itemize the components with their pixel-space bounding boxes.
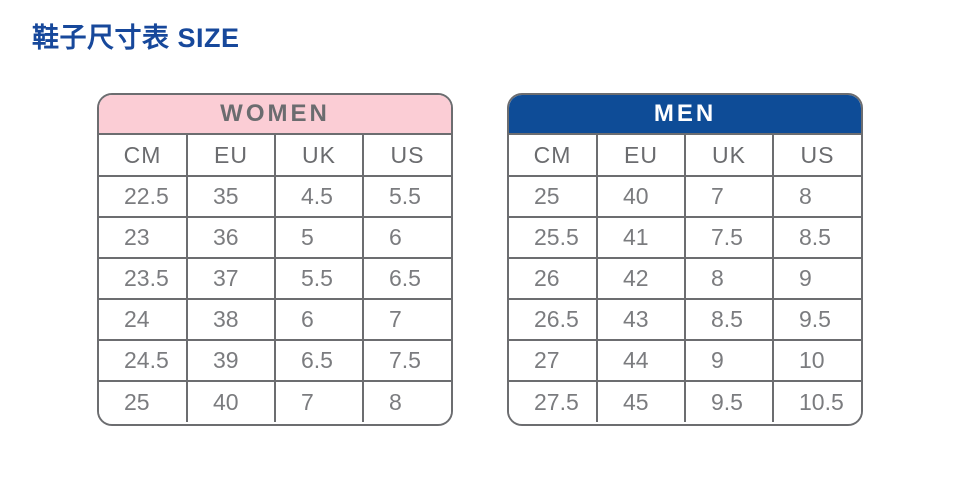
size-cell: 22.5 bbox=[99, 176, 188, 218]
size-cell: 26 bbox=[509, 258, 598, 300]
women-table-header-band: WOMEN bbox=[99, 95, 451, 135]
size-cell: 39 bbox=[187, 340, 276, 382]
table-row: 26.5 43 8.5 9.5 bbox=[509, 299, 861, 341]
men-size-table: MEN CM EU UK US 25 40 7 8 25.5 bbox=[507, 93, 863, 426]
size-cell: 25 bbox=[99, 381, 188, 422]
size-cell: 5 bbox=[275, 217, 364, 259]
table-row: 25 40 7 8 bbox=[509, 176, 861, 218]
men-column-header-row: CM EU UK US bbox=[509, 135, 861, 177]
size-cell: 38 bbox=[187, 299, 276, 341]
size-cell: 9.5 bbox=[773, 299, 861, 341]
size-cell: 42 bbox=[597, 258, 686, 300]
size-cell: 24.5 bbox=[99, 340, 188, 382]
size-cell: 7.5 bbox=[685, 217, 774, 259]
women-column-header-row: CM EU UK US bbox=[99, 135, 451, 177]
men-table-title: MEN bbox=[653, 100, 717, 127]
size-cell: 9.5 bbox=[685, 381, 774, 422]
table-row: 24 38 6 7 bbox=[99, 299, 451, 341]
size-cell: 36 bbox=[187, 217, 276, 259]
table-row: 24.5 39 6.5 7.5 bbox=[99, 340, 451, 382]
table-row: 23 36 5 6 bbox=[99, 217, 451, 259]
size-cell: 8 bbox=[773, 176, 861, 218]
women-table-title: WOMEN bbox=[220, 100, 330, 127]
size-cell: 10.5 bbox=[773, 381, 861, 422]
size-cell: 7 bbox=[363, 299, 451, 341]
size-cell: 5.5 bbox=[363, 176, 451, 218]
size-cell: 7 bbox=[685, 176, 774, 218]
size-cell: 6.5 bbox=[275, 340, 364, 382]
size-cell: 27 bbox=[509, 340, 598, 382]
size-cell: 44 bbox=[597, 340, 686, 382]
women-col-header-us: US bbox=[363, 135, 451, 177]
women-size-table: WOMEN CM EU UK US 22.5 35 4.5 5.5 bbox=[97, 93, 453, 426]
size-cell: 6.5 bbox=[363, 258, 451, 300]
women-col-header-uk: UK bbox=[275, 135, 364, 177]
size-cell: 35 bbox=[187, 176, 276, 218]
women-table: CM EU UK US 22.5 35 4.5 5.5 23 36 5 6 bbox=[99, 135, 451, 422]
men-table: CM EU UK US 25 40 7 8 25.5 41 7.5 8.5 bbox=[509, 135, 861, 422]
size-cell: 8 bbox=[363, 381, 451, 422]
size-cell: 25 bbox=[509, 176, 598, 218]
size-cell: 27.5 bbox=[509, 381, 598, 422]
size-cell: 41 bbox=[597, 217, 686, 259]
table-row: 27.5 45 9.5 10.5 bbox=[509, 381, 861, 422]
size-cell: 37 bbox=[187, 258, 276, 300]
size-cell: 45 bbox=[597, 381, 686, 422]
men-col-header-uk: UK bbox=[685, 135, 774, 177]
size-cell: 10 bbox=[773, 340, 861, 382]
page-title: 鞋子尺寸表 SIZE bbox=[32, 23, 240, 53]
size-cell: 43 bbox=[597, 299, 686, 341]
size-cell: 6 bbox=[275, 299, 364, 341]
men-col-header-eu: EU bbox=[597, 135, 686, 177]
women-col-header-cm: CM bbox=[99, 135, 188, 177]
size-cell: 23.5 bbox=[99, 258, 188, 300]
table-row: 23.5 37 5.5 6.5 bbox=[99, 258, 451, 300]
table-row: 25 40 7 8 bbox=[99, 381, 451, 422]
table-row: 26 42 8 9 bbox=[509, 258, 861, 300]
size-cell: 6 bbox=[363, 217, 451, 259]
size-cell: 9 bbox=[773, 258, 861, 300]
size-cell: 7.5 bbox=[363, 340, 451, 382]
table-row: 27 44 9 10 bbox=[509, 340, 861, 382]
size-cell: 24 bbox=[99, 299, 188, 341]
table-row: 22.5 35 4.5 5.5 bbox=[99, 176, 451, 218]
women-col-header-eu: EU bbox=[187, 135, 276, 177]
size-cell: 40 bbox=[597, 176, 686, 218]
size-cell: 7 bbox=[275, 381, 364, 422]
size-cell: 25.5 bbox=[509, 217, 598, 259]
size-cell: 5.5 bbox=[275, 258, 364, 300]
size-cell: 9 bbox=[685, 340, 774, 382]
men-col-header-us: US bbox=[773, 135, 861, 177]
size-cell: 8.5 bbox=[685, 299, 774, 341]
size-cell: 40 bbox=[187, 381, 276, 422]
size-cell: 4.5 bbox=[275, 176, 364, 218]
size-cell: 23 bbox=[99, 217, 188, 259]
size-cell: 8 bbox=[685, 258, 774, 300]
men-col-header-cm: CM bbox=[509, 135, 598, 177]
size-cell: 26.5 bbox=[509, 299, 598, 341]
table-row: 25.5 41 7.5 8.5 bbox=[509, 217, 861, 259]
size-cell: 8.5 bbox=[773, 217, 861, 259]
men-table-header-band: MEN bbox=[509, 95, 861, 135]
